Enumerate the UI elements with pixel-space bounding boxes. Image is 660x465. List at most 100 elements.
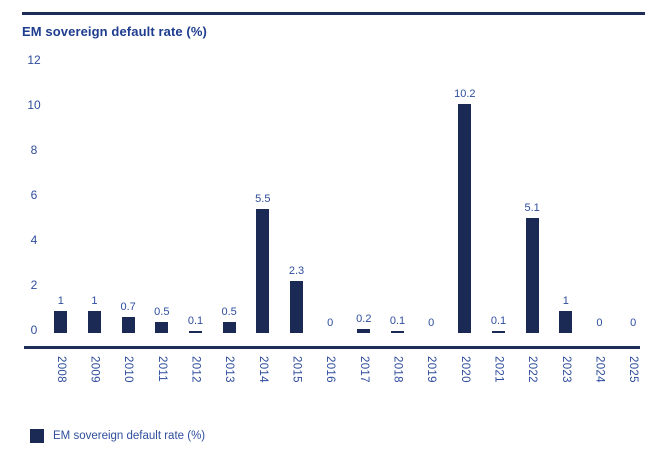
bar xyxy=(390,330,404,333)
bar-column: 0 xyxy=(313,63,347,333)
bar-value-label: 0.5 xyxy=(221,305,237,318)
top-rule-divider xyxy=(22,12,645,15)
x-tick-slot: 2019 xyxy=(414,356,448,406)
bar-value-label: 10.2 xyxy=(454,87,476,100)
legend-swatch-icon xyxy=(30,429,44,443)
x-tick-label: 2024 xyxy=(593,356,606,383)
y-tick-label: 2 xyxy=(30,278,38,292)
bar-column: 0.5 xyxy=(212,63,246,333)
x-tick-label: 2008 xyxy=(54,356,67,383)
x-axis: 2008 2009 2010 2011 2012 2013 2014 2015 2016 2017… xyxy=(44,356,650,406)
x-tick-label: 2012 xyxy=(189,356,202,383)
x-tick-slot: 2016 xyxy=(313,356,347,406)
chart-title: EM sovereign default rate (%) xyxy=(22,24,207,39)
bar-column: 0 xyxy=(616,63,650,333)
bar-value-label: 0 xyxy=(428,317,435,329)
x-tick-label: 2019 xyxy=(425,356,438,383)
x-axis-line xyxy=(24,346,640,349)
bar-value-label: 0 xyxy=(630,317,637,329)
y-tick-label: 4 xyxy=(30,233,38,247)
x-tick-label: 2016 xyxy=(324,356,337,383)
x-tick-slot: 2020 xyxy=(448,356,482,406)
x-tick-slot: 2009 xyxy=(78,356,112,406)
legend: EM sovereign default rate (%) xyxy=(30,429,205,443)
bar-column: 0 xyxy=(583,63,617,333)
x-tick-slot: 2018 xyxy=(381,356,415,406)
bar-value-label: 5.5 xyxy=(255,193,271,206)
bar-column: 0.1 xyxy=(179,63,213,333)
bar-column: 2.3 xyxy=(280,63,314,333)
legend-label: EM sovereign default rate (%) xyxy=(53,430,206,442)
bar xyxy=(87,310,101,333)
x-tick-label: 2013 xyxy=(223,356,236,383)
bar xyxy=(289,281,303,333)
bar-column: 0.1 xyxy=(482,63,516,333)
bar xyxy=(155,321,169,333)
x-tick-slot: 2013 xyxy=(212,356,246,406)
bar-value-label: 5.1 xyxy=(524,202,540,215)
x-tick-label: 2014 xyxy=(256,356,269,383)
bar-column: 1 xyxy=(549,63,583,333)
y-tick-label: 10 xyxy=(27,98,41,112)
x-tick-slot: 2022 xyxy=(515,356,549,406)
bar xyxy=(357,328,371,333)
y-tick-label: 12 xyxy=(27,53,41,67)
bar-value-label: 1 xyxy=(57,294,64,307)
bar xyxy=(491,330,505,333)
x-tick-slot: 2014 xyxy=(246,356,280,406)
x-tick-slot: 2021 xyxy=(482,356,516,406)
bar-column: 0.7 xyxy=(111,63,145,333)
bar xyxy=(54,310,68,333)
bar-column: 0 xyxy=(414,63,448,333)
bar-column: 0.1 xyxy=(381,63,415,333)
x-tick-slot: 2010 xyxy=(111,356,145,406)
x-tick-slot: 2023 xyxy=(549,356,583,406)
bar-column: 1 xyxy=(44,63,78,333)
x-tick-label: 2021 xyxy=(492,356,505,383)
x-tick-label: 2025 xyxy=(627,356,640,383)
x-tick-slot: 2017 xyxy=(347,356,381,406)
plot-area: 1 1 0.7 0.5 0.1 0.5 5.5 2.3 0 0.2 0.1 0 10.2 0.1 5.1 1 0… xyxy=(44,63,650,333)
bar xyxy=(188,330,202,333)
bar-column: 0.5 xyxy=(145,63,179,333)
bar-column: 10.2 xyxy=(448,63,482,333)
x-tick-label: 2022 xyxy=(526,356,539,383)
bar-value-label: 1 xyxy=(562,294,569,307)
bar xyxy=(458,103,472,333)
x-tick-label: 2011 xyxy=(155,356,168,382)
y-tick-label: 6 xyxy=(30,188,38,202)
bar xyxy=(525,218,539,333)
x-tick-label: 2015 xyxy=(290,356,303,383)
bar-value-label: 0.7 xyxy=(120,301,136,314)
bar-value-label: 1 xyxy=(91,294,98,307)
x-tick-slot: 2015 xyxy=(280,356,314,406)
x-tick-slot: 2008 xyxy=(44,356,78,406)
bar-column: 1 xyxy=(78,63,112,333)
x-tick-label: 2010 xyxy=(122,356,135,383)
x-tick-slot: 2011 xyxy=(145,356,179,406)
x-tick-label: 2009 xyxy=(88,356,101,383)
x-tick-label: 2020 xyxy=(458,356,471,383)
x-tick-label: 2018 xyxy=(391,356,404,383)
x-tick-label: 2023 xyxy=(559,356,572,383)
bar-value-label: 0.1 xyxy=(187,314,204,327)
bar xyxy=(121,317,135,333)
bar-value-label: 2.3 xyxy=(288,265,305,278)
bar xyxy=(256,209,270,333)
y-tick-label: 0 xyxy=(30,323,38,337)
bar-column: 5.5 xyxy=(246,63,280,333)
bar-value-label: 0.1 xyxy=(389,314,406,327)
y-tick-label: 8 xyxy=(30,143,38,157)
bar-column: 5.1 xyxy=(515,63,549,333)
bar-value-label: 0.2 xyxy=(356,312,372,325)
x-tick-slot: 2025 xyxy=(616,356,650,406)
x-tick-slot: 2012 xyxy=(179,356,213,406)
bar-value-label: 0.1 xyxy=(490,314,507,327)
x-tick-label: 2017 xyxy=(357,356,370,383)
bar-column: 0.2 xyxy=(347,63,381,333)
bar-value-label: 0.5 xyxy=(154,305,170,318)
bar xyxy=(559,310,573,333)
bar xyxy=(222,321,236,333)
bar-value-label: 0 xyxy=(327,317,334,329)
